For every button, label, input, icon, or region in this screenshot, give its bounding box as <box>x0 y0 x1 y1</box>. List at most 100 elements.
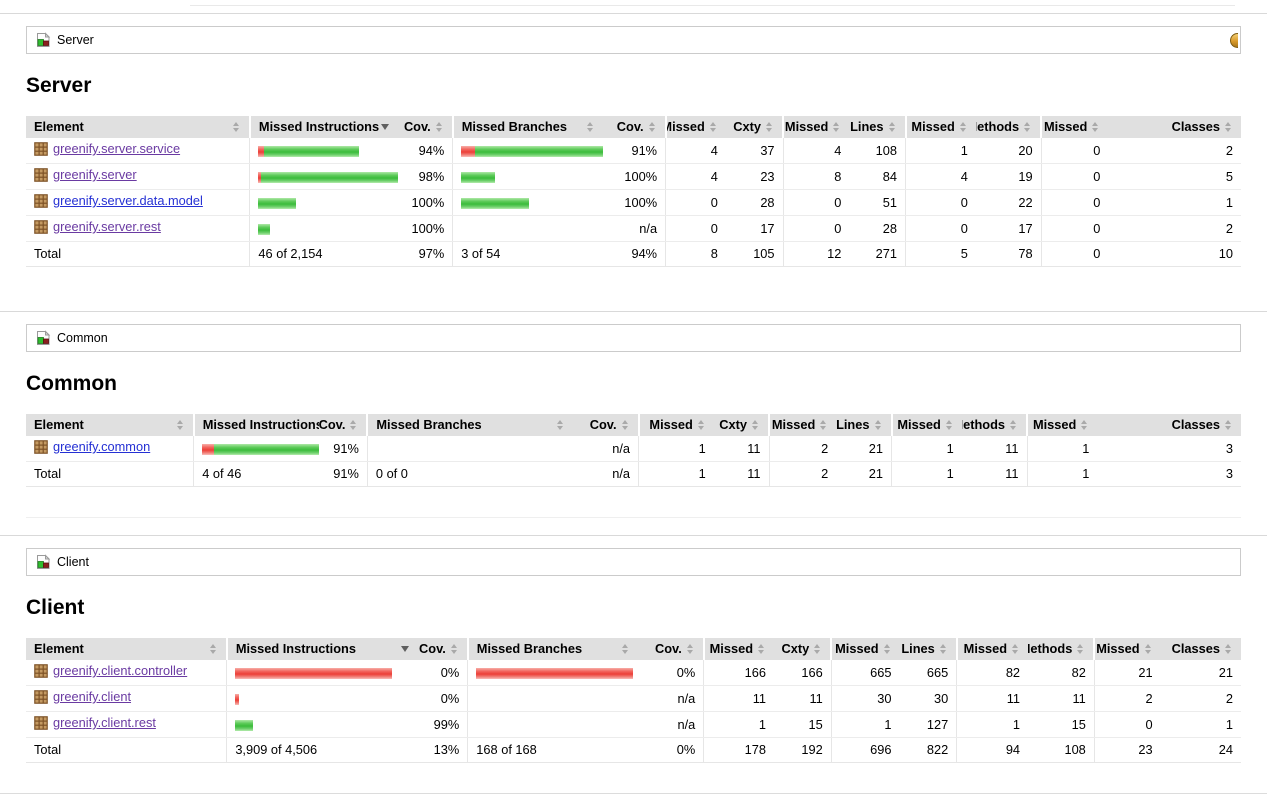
branches-bar-cell <box>452 138 604 164</box>
sort-icon <box>1076 643 1085 655</box>
instructions-cov-cell: 94% <box>397 138 453 164</box>
package-link[interactable]: greenify.common <box>34 439 150 455</box>
package-link[interactable]: greenify.server <box>34 167 137 183</box>
column-header-missed[interactable]: Missed <box>782 116 850 138</box>
column-header-classes[interactable]: Classes <box>1160 638 1241 660</box>
column-header-missed[interactable]: Missed <box>890 414 962 436</box>
column-header-cov[interactable]: Cov. <box>319 414 368 436</box>
total-branches-cov-cell: 0% <box>638 737 704 763</box>
total-cxty-cell: 11 <box>713 461 770 487</box>
column-header-missed-branches[interactable]: Missed Branches <box>366 414 574 436</box>
total-missed-cxty-cell: 1 <box>637 461 714 487</box>
package-link[interactable]: greenify.server.service <box>34 141 180 157</box>
instructions-cov-cell: 0% <box>417 660 468 686</box>
package-link[interactable]: greenify.client.rest <box>34 715 156 731</box>
table-row: greenify.server.rest 100% n/a 0 17 0 28 … <box>26 215 1241 242</box>
element-cell: greenify.client.controller <box>26 660 227 686</box>
column-header-methods[interactable]: Methods <box>975 116 1042 138</box>
element-cell: greenify.client.rest <box>26 711 227 738</box>
column-header-cxty[interactable]: Cxty <box>725 116 784 138</box>
column-header-element[interactable]: Element <box>26 414 194 436</box>
package-link[interactable]: greenify.server.rest <box>34 219 161 235</box>
column-header-element[interactable]: Element <box>26 638 227 660</box>
column-header-missed[interactable]: Missed <box>702 638 775 660</box>
total-row: Total 3,909 of 4,506 13% 168 of 168 0% 1… <box>26 737 1241 763</box>
missed-lines-cell: 8 <box>782 163 850 190</box>
missed-methods-cell: 11 <box>956 685 1029 712</box>
branches-cov-cell: 100% <box>603 189 666 216</box>
classes-cell: 2 <box>1160 685 1241 712</box>
package-icon <box>34 168 48 182</box>
column-header-missed-instructions[interactable]: Missed Instructions <box>192 414 320 436</box>
column-header-missed[interactable]: Missed <box>637 414 714 436</box>
column-header-cov[interactable]: Cov. <box>603 116 666 138</box>
total-classes-cell: 24 <box>1160 737 1241 763</box>
sort-icon <box>1224 121 1233 133</box>
missed-cxty-cell: 0 <box>665 215 726 242</box>
total-missed-classes-cell: 0 <box>1040 241 1109 267</box>
breadcrumb-label: Client <box>57 555 89 569</box>
lines-cell: 665 <box>899 660 957 686</box>
column-header-lines[interactable]: Lines <box>836 414 892 436</box>
column-header-missed[interactable]: Missed <box>664 116 726 138</box>
column-header-methods[interactable]: Methods <box>961 414 1028 436</box>
column-header-missed[interactable]: Missed <box>1026 414 1098 436</box>
partial-top-border <box>190 5 1235 6</box>
sort-icon <box>1080 419 1089 431</box>
package-link[interactable]: greenify.client <box>34 689 131 705</box>
missed-classes-cell: 21 <box>1093 660 1161 686</box>
sort-icon <box>959 121 968 133</box>
branches-cov-cell: 0% <box>638 660 704 686</box>
covered-bar <box>258 223 271 235</box>
column-header-cov[interactable]: Cov. <box>573 414 639 436</box>
column-header-cov[interactable]: Cov. <box>417 638 468 660</box>
classes-cell: 1 <box>1160 711 1241 738</box>
methods-cell: 11 <box>961 436 1028 462</box>
package-link[interactable]: greenify.client.controller <box>34 663 187 679</box>
missed-classes-cell: 0 <box>1040 138 1109 164</box>
sessions-icon[interactable] <box>1230 33 1238 48</box>
sort-desc-icon <box>380 121 390 133</box>
column-header-methods[interactable]: Methods <box>1028 638 1095 660</box>
total-lines-cell: 271 <box>849 241 906 267</box>
column-header-classes[interactable]: Classes <box>1097 414 1241 436</box>
column-header-missed[interactable]: Missed <box>1093 638 1161 660</box>
column-header-missed-instructions[interactable]: Missed Instructions <box>248 116 398 138</box>
column-header-cov[interactable]: Cov. <box>638 638 704 660</box>
classes-cell: 2 <box>1108 215 1241 242</box>
covered-bar <box>461 171 496 183</box>
column-header-missed[interactable]: Missed <box>955 638 1029 660</box>
missed-bar <box>258 171 262 183</box>
column-header-element[interactable]: Element <box>26 116 250 138</box>
sort-icon <box>813 643 822 655</box>
column-header-lines[interactable]: Lines <box>849 116 906 138</box>
column-header-missed-branches[interactable]: Missed Branches <box>451 116 604 138</box>
missed-lines-cell: 2 <box>768 436 837 462</box>
column-header-missed[interactable]: Missed <box>1040 116 1109 138</box>
element-cell: greenify.client <box>26 685 227 712</box>
column-header-lines[interactable]: Lines <box>899 638 957 660</box>
column-header-cov[interactable]: Cov. <box>397 116 453 138</box>
column-header-missed[interactable]: Missed <box>830 638 900 660</box>
column-header-classes[interactable]: Classes <box>1108 116 1241 138</box>
column-header-missed[interactable]: Missed <box>904 116 976 138</box>
sort-icon <box>945 419 954 431</box>
branches-cov-cell: n/a <box>638 685 704 712</box>
missed-classes-cell: 2 <box>1093 685 1161 712</box>
missed-methods-cell: 4 <box>905 163 976 190</box>
column-header-missed[interactable]: Missed <box>768 414 837 436</box>
total-label-cell: Total <box>26 241 250 267</box>
methods-cell: 11 <box>1028 685 1095 712</box>
cxty-cell: 17 <box>725 215 784 242</box>
total-classes-cell: 10 <box>1108 241 1241 267</box>
column-header-cxty[interactable]: Cxty <box>774 638 832 660</box>
total-cxty-cell: 192 <box>774 737 832 763</box>
missed-lines-cell: 0 <box>782 189 850 216</box>
column-header-missed-instructions[interactable]: Missed Instructions <box>225 638 418 660</box>
section-divider <box>0 13 1267 14</box>
missed-lines-cell: 0 <box>782 215 850 242</box>
column-header-cxty[interactable]: Cxty <box>713 414 770 436</box>
element-cell: greenify.server.data.model <box>26 189 250 216</box>
package-link[interactable]: greenify.server.data.model <box>34 193 203 209</box>
column-header-missed-branches[interactable]: Missed Branches <box>466 638 639 660</box>
